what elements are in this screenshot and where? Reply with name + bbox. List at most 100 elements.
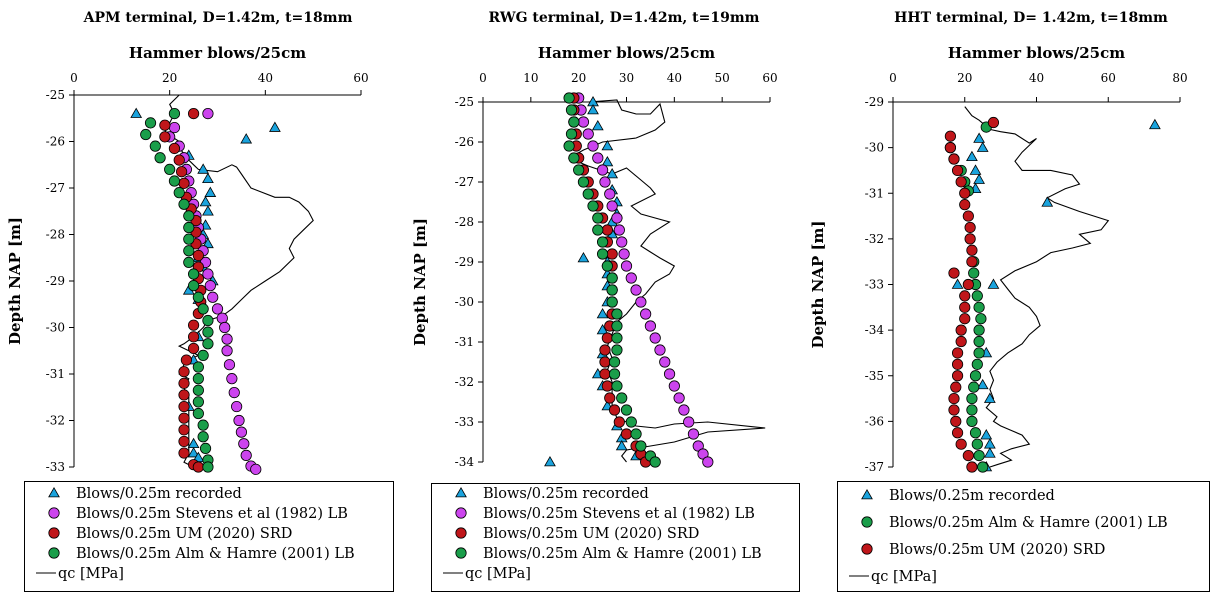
legend-label: Blows/0.25m UM (2020) SRD: [76, 526, 292, 542]
x-tick-label: 80: [1172, 71, 1187, 85]
data-point: [625, 416, 637, 428]
legend-label: Blows/0.25m recorded: [889, 488, 1055, 504]
data-point: [606, 296, 618, 308]
y-tick-label: -29: [865, 95, 884, 109]
data-point: [197, 163, 210, 174]
data-point: [983, 438, 996, 449]
data-point: [197, 419, 209, 431]
x-tick-label: 40: [1029, 71, 1044, 85]
data-point: [601, 224, 613, 236]
data-point: [587, 103, 599, 115]
data-point: [187, 437, 200, 449]
data-point: [269, 121, 281, 132]
data-point: [654, 344, 666, 356]
data-point: [611, 332, 623, 344]
data-point: [966, 392, 978, 405]
data-point: [204, 280, 216, 292]
data-point: [130, 107, 143, 118]
legend-box: [24, 481, 394, 592]
data-point: [140, 128, 152, 141]
series-2: [573, 92, 714, 468]
series-3: [944, 116, 1000, 473]
data-point: [178, 198, 190, 210]
data-point: [968, 381, 980, 393]
data-point: [976, 141, 989, 152]
data-point: [202, 108, 214, 120]
data-point: [962, 210, 974, 222]
data-point: [604, 188, 616, 200]
data-point: [223, 359, 236, 371]
data-point: [173, 154, 185, 166]
y-tick-label: -31: [865, 186, 884, 200]
data-point: [950, 381, 962, 393]
series-line-qc: [567, 99, 766, 463]
data-point: [592, 224, 604, 236]
data-point: [226, 373, 238, 385]
data-point: [202, 205, 214, 216]
y-tick-label: -33: [455, 415, 474, 429]
y-tick-label: -33: [46, 460, 65, 474]
data-point: [606, 200, 618, 212]
data-point: [616, 236, 628, 248]
data-point: [601, 380, 613, 392]
data-point: [599, 356, 611, 368]
data-point: [183, 256, 195, 268]
data-point: [238, 438, 250, 450]
data-point: [568, 116, 580, 128]
y-tick-label: -25: [455, 95, 474, 109]
data-point: [178, 389, 190, 401]
data-point: [635, 296, 647, 308]
x-tick-label: 60: [353, 71, 368, 85]
data-point: [178, 424, 190, 436]
chart-title: APM terminal, D=1.42m, t=18mm: [83, 10, 353, 26]
legend-label: qc [MPa]: [871, 569, 937, 585]
data-point: [231, 400, 243, 413]
data-point: [565, 128, 578, 140]
legend-box: [837, 481, 1210, 592]
x-tick-label: 40: [667, 71, 682, 85]
data-point: [611, 320, 623, 332]
x-tick-label: 30: [619, 71, 634, 85]
data-point: [608, 368, 621, 380]
data-point: [192, 361, 204, 373]
data-point: [577, 116, 590, 128]
data-point: [966, 150, 978, 162]
data-point: [596, 323, 609, 335]
x-tick-label: 20: [162, 71, 177, 85]
data-point: [973, 449, 985, 462]
data-point: [973, 324, 985, 336]
data-point: [173, 187, 185, 199]
data-point: [197, 303, 209, 315]
data-point: [587, 140, 599, 152]
data-point: [604, 392, 616, 404]
y-tick-label: -25: [46, 88, 65, 102]
data-point: [577, 251, 590, 263]
data-point: [659, 356, 671, 368]
data-point: [599, 344, 611, 356]
y-tick-label: -32: [865, 232, 884, 246]
chart-panel-2: RWG terminal, D=1.42m, t=19mm Hammer blow…: [411, 10, 800, 592]
y-tick-label: -34: [455, 455, 475, 469]
data-point: [606, 167, 619, 179]
data-point: [951, 370, 964, 382]
data-point: [951, 427, 964, 439]
y-axis-label: Depth NAP [m]: [411, 218, 429, 346]
data-point: [178, 377, 190, 389]
y-tick-label: -37: [865, 460, 884, 474]
data-point: [599, 176, 611, 188]
legend-symbol: [861, 543, 873, 555]
data-point: [202, 461, 214, 473]
data-point: [673, 392, 685, 404]
x-tick-label: 60: [762, 71, 777, 85]
data-point: [164, 163, 176, 175]
data-point: [948, 267, 960, 279]
data-point: [971, 358, 983, 370]
data-point: [973, 347, 985, 359]
data-point: [183, 221, 195, 234]
data-point: [178, 400, 190, 413]
legend-box: [431, 483, 800, 592]
y-tick-label: -36: [865, 414, 884, 428]
y-tick-label: -32: [46, 414, 65, 428]
data-point: [601, 332, 613, 344]
data-point: [596, 164, 609, 176]
